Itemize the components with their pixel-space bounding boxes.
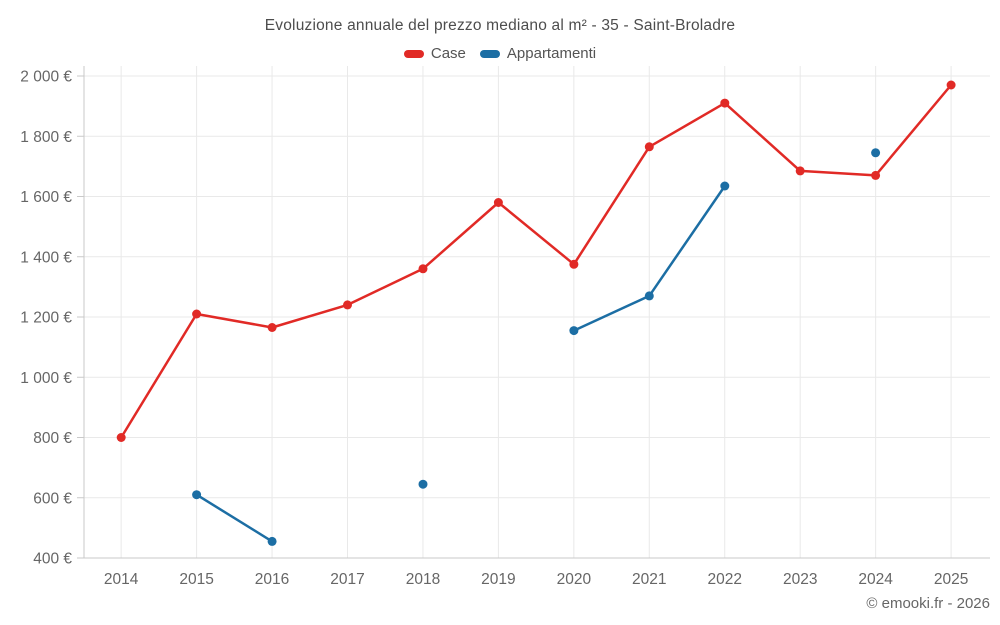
data-point-case-2015[interactable] [192, 309, 202, 319]
data-point-case-2024[interactable] [871, 170, 881, 180]
x-axis-tick-label: 2019 [481, 571, 515, 588]
y-axis-tick-label: 1 200 € [20, 310, 72, 327]
x-axis-tick-label: 2016 [255, 571, 289, 588]
x-axis-tick-label: 2023 [783, 571, 817, 588]
data-point-appartamenti-2021[interactable] [644, 291, 654, 301]
x-axis-tick-label: 2018 [406, 571, 440, 588]
x-axis-tick-label: 2022 [708, 571, 742, 588]
series-line-appartamenti [197, 153, 876, 542]
x-axis-tick-label: 2015 [179, 571, 213, 588]
y-axis-tick-label: 800 € [33, 430, 72, 447]
copyright-label: © emooki.fr - 2026 [866, 595, 990, 612]
appartamenti-legend-label: Appartamenti [506, 45, 597, 62]
data-point-appartamenti-2022[interactable] [720, 181, 730, 191]
y-axis-tick-label: 1 000 € [20, 370, 72, 387]
data-point-case-2023[interactable] [795, 166, 805, 176]
legend-item-case[interactable]: Case [403, 45, 466, 62]
data-point-case-2014[interactable] [116, 433, 126, 442]
data-point-appartamenti-2024[interactable] [871, 148, 881, 158]
case-legend-label: Case [430, 45, 466, 62]
legend-item-appartamenti[interactable]: Appartamenti [479, 45, 597, 62]
y-axis-tick-label: 1 600 € [20, 189, 72, 206]
x-axis-tick-label: 2024 [858, 571, 893, 588]
legend: Case Appartamenti [0, 45, 1000, 62]
data-point-appartamenti-2016[interactable] [267, 536, 277, 546]
x-axis-tick-label: 2021 [632, 571, 666, 588]
y-axis-tick-label: 400 € [33, 551, 72, 568]
x-axis-tick-label: 2017 [330, 571, 364, 588]
y-axis-tick-label: 600 € [33, 490, 72, 507]
data-point-case-2025[interactable] [946, 80, 956, 90]
appartamenti-legend-swatch [479, 49, 500, 58]
x-axis-tick-label: 2025 [934, 571, 968, 588]
y-axis-tick-label: 1 400 € [20, 249, 72, 266]
data-point-appartamenti-2015[interactable] [192, 490, 202, 500]
data-point-case-2020[interactable] [569, 259, 579, 269]
data-point-case-2018[interactable] [418, 264, 428, 274]
series-line-case [119, 83, 953, 439]
data-point-case-2016[interactable] [267, 323, 277, 332]
data-point-appartamenti-2018[interactable] [418, 479, 428, 489]
case-legend-swatch [403, 49, 424, 58]
y-axis-tick-label: 1 800 € [20, 129, 72, 146]
data-point-case-2017[interactable] [343, 300, 352, 310]
data-point-appartamenti-2020[interactable] [569, 326, 579, 336]
x-axis-tick-label: 2020 [557, 571, 592, 588]
x-axis-tick-label: 2014 [104, 571, 139, 588]
chart-title: Evoluzione annuale del prezzo mediano al… [264, 17, 736, 34]
data-point-case-2021[interactable] [644, 142, 654, 152]
y-axis-tick-label: 2 000 € [20, 69, 72, 86]
data-point-case-2022[interactable] [720, 98, 730, 108]
data-point-case-2019[interactable] [493, 198, 503, 207]
